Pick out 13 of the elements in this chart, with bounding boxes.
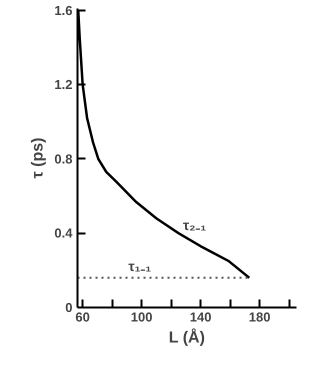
x-tick-label: 140	[190, 310, 212, 324]
annotation: τ₁₋₁	[128, 258, 152, 274]
y-axis-title: τ (ps)	[29, 138, 46, 178]
x-tick-label: 100	[130, 310, 153, 324]
y-tick-label: 0.4	[54, 226, 74, 241]
y-tick-label: 1.6	[54, 2, 73, 18]
y-tick-label: 0.8	[54, 151, 73, 166]
x-axis-title: L (Å)	[168, 328, 205, 346]
x-tick-label: 60	[75, 310, 90, 324]
x-tick-label: 180	[248, 310, 270, 324]
y-tick-label: 0	[65, 300, 73, 315]
annotation: τ₂₋₁	[182, 216, 206, 233]
y-tick-label: 1.2	[54, 77, 73, 92]
